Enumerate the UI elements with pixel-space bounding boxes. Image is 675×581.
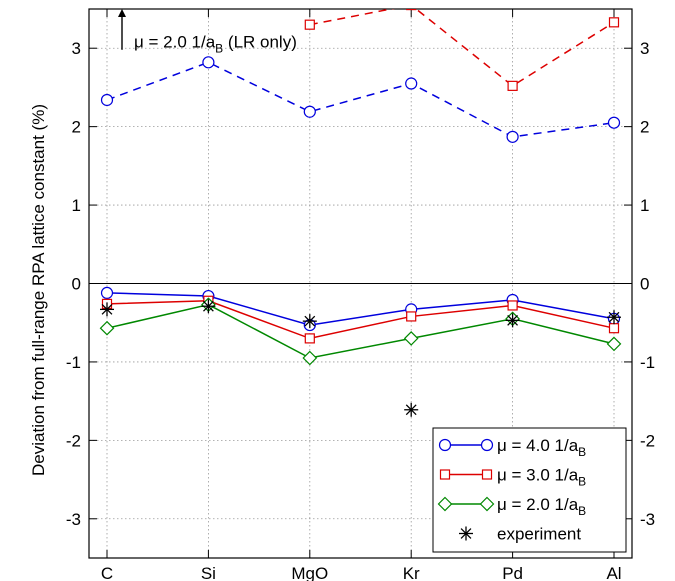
legend-marker (438, 438, 452, 452)
y-tick-label-left: 2 (72, 118, 81, 137)
annotation: μ = 2.0 1/aB (LR only) (118, 9, 297, 55)
legend-label: μ = 2.0 1/aB (497, 495, 586, 518)
y-axis-title: Deviation from full-range RPA lattice co… (29, 104, 48, 476)
y-tick-label-left: -1 (66, 353, 81, 372)
data-point (99, 320, 115, 336)
y-tick-label-left: 1 (72, 196, 81, 215)
series-2 (99, 297, 622, 366)
asterisk-stroke (507, 314, 519, 326)
data-point (506, 130, 519, 143)
data-point (607, 310, 621, 325)
x-tick-label: Al (606, 564, 621, 581)
legend-marker (480, 438, 494, 452)
x-tick-label: Pd (502, 564, 523, 581)
x-tick-label: Kr (403, 564, 420, 581)
data-point (505, 313, 520, 328)
legend-marker (437, 496, 453, 512)
legend: μ = 4.0 1/aB μ = 3.0 1/aB μ = 2.0 1/aB expe… (432, 427, 627, 553)
legend-marker (439, 469, 451, 480)
data-point (607, 116, 621, 129)
x-tick-label: Si (201, 564, 216, 581)
asterisk-stroke (304, 315, 316, 327)
series-line (106, 300, 615, 340)
legend-label: μ = 3.0 1/aB (497, 466, 586, 489)
data-point (100, 93, 114, 107)
annotation-text: μ = 2.0 1/aB (LR only) (134, 32, 297, 55)
series-line (106, 292, 615, 326)
legend-marker (481, 469, 493, 480)
data-point (304, 333, 315, 344)
data-point (403, 331, 419, 346)
legend-item: μ = 4.0 1/aB (438, 436, 586, 459)
series-line (309, 9, 615, 87)
y-tick-label-right: 1 (640, 196, 649, 215)
asterisk-stroke (608, 311, 620, 323)
y-tick-label-right: 2 (640, 118, 649, 137)
series-line (106, 303, 615, 359)
series-0 (100, 286, 621, 332)
y-tick-label-left: 3 (72, 39, 81, 58)
legend-marker (459, 526, 473, 541)
x-tick-label: MgO (291, 564, 328, 581)
data-point (608, 323, 620, 334)
y-tick-label-right: -2 (640, 431, 655, 450)
y-tick-label-left: 0 (72, 275, 81, 294)
series-5 (304, 9, 620, 91)
data-point (507, 80, 518, 91)
series-group (99, 9, 622, 417)
data-point (404, 402, 419, 417)
asterisk-stroke (202, 300, 214, 312)
data-point (303, 105, 316, 118)
y-tick-label-right: -3 (640, 510, 655, 529)
y-tick-label-right: 3 (640, 39, 649, 58)
data-point (405, 77, 418, 90)
y-tick-label-right: -1 (640, 353, 655, 372)
data-point (100, 302, 114, 317)
asterisk-stroke (460, 528, 472, 539)
data-point (201, 299, 216, 314)
plot-area: -3 -3 -2 -2 -1 -1 0 0 1 1 2 2 3 3 C Si MgO Kr Pd Al μ = 2.0 … (66, 8, 655, 581)
legend-label: μ = 4.0 1/aB (497, 436, 586, 459)
legend-item: μ = 2.0 1/aB (437, 495, 586, 518)
data-point (202, 56, 215, 69)
asterisk-stroke (405, 404, 417, 416)
legend-marker (479, 496, 495, 512)
x-tick-label: C (101, 564, 113, 581)
asterisk-stroke (101, 303, 113, 315)
series-3 (100, 299, 621, 417)
annotation-arrow-head (118, 9, 126, 17)
data-point (406, 9, 417, 11)
series-4 (100, 56, 621, 143)
series-1 (101, 295, 620, 344)
y-tick-label-right: 0 (640, 275, 649, 294)
y-tick-label-left: -3 (66, 510, 81, 529)
series-line (106, 61, 615, 138)
data-point (100, 286, 114, 300)
data-point (406, 311, 417, 322)
data-point (302, 350, 318, 366)
data-point (606, 336, 622, 352)
data-point (304, 19, 315, 30)
legend-item: experiment (459, 525, 581, 544)
legend-box (432, 427, 627, 553)
data-point (302, 314, 317, 329)
data-point (608, 17, 620, 28)
legend-label: experiment (497, 525, 581, 544)
y-tick-label-left: -2 (66, 431, 81, 450)
legend-item: μ = 3.0 1/aB (439, 466, 586, 489)
data-point (507, 300, 518, 311)
